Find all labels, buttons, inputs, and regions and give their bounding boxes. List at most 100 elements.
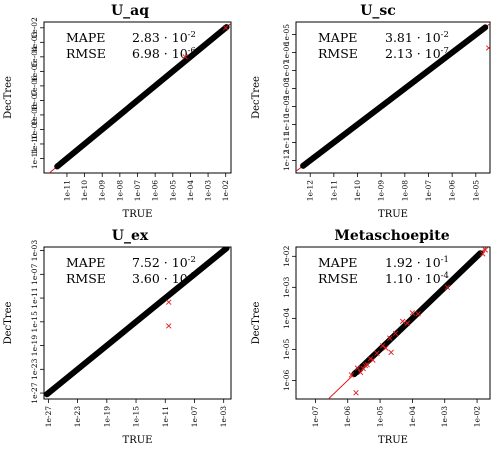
outlier-point bbox=[392, 330, 399, 337]
y-tick-label: 1e-08 bbox=[282, 78, 291, 100]
y-tick-label: 1e-06 bbox=[282, 42, 291, 64]
metric-value-mape: 1.92 · 10-1 bbox=[385, 255, 449, 270]
x-tick-label: 1e-27 bbox=[44, 406, 53, 428]
x-tick-label: 1e-08 bbox=[115, 180, 124, 202]
y-tick-label: 1e-03 bbox=[30, 240, 39, 262]
y-tick-label: 1e-08 bbox=[30, 104, 39, 126]
y-tick-label: 1e-07 bbox=[30, 90, 39, 112]
panel-title: U_sc bbox=[360, 3, 396, 19]
x-tick-label: 1e-07 bbox=[424, 180, 433, 202]
plot-area bbox=[327, 247, 489, 399]
x-tick-label: 1e-07 bbox=[311, 406, 320, 428]
y-tick-label: 1e-19 bbox=[30, 335, 39, 357]
x-tick-label: 1e-11 bbox=[62, 180, 71, 201]
metrics: MAPE 3.81 · 10-2 RMSE 2.13 · 10-7 bbox=[318, 30, 449, 61]
data-marks: 1e-11 1e-10 1e-09 1e-08 1e-07 1e-06 1e-05 1e-04… bbox=[30, 17, 231, 202]
x-tick-label: 1e-10 bbox=[80, 180, 89, 202]
plot-frame bbox=[295, 21, 491, 174]
outlier-point bbox=[364, 361, 370, 368]
outlier-point bbox=[485, 45, 490, 51]
y-axis-label: DecTree bbox=[3, 302, 14, 345]
x-tick-label: 1e-07 bbox=[133, 180, 142, 202]
x-tick-label: 1e-07 bbox=[190, 406, 199, 428]
outlier-point bbox=[370, 357, 376, 363]
y-tick-label: 1e-06 bbox=[30, 75, 39, 97]
outlier-point bbox=[415, 311, 421, 317]
metric-label-rmse: RMSE bbox=[66, 46, 106, 61]
x-axis-label: TRUE bbox=[378, 209, 408, 220]
y-tick-label: 1e-02 bbox=[30, 17, 39, 39]
x-tick-label: 1e-04 bbox=[186, 180, 195, 202]
plot-frame bbox=[295, 246, 491, 400]
outlier-point bbox=[409, 310, 416, 316]
y-tick-label: 1e-09 bbox=[30, 119, 39, 141]
x-tick-label: 1e-05 bbox=[471, 180, 480, 202]
metric-label-rmse: RMSE bbox=[318, 46, 358, 61]
y-tick-label: 1e-04 bbox=[282, 307, 291, 329]
panel-title: U_aq bbox=[111, 3, 149, 19]
panel-u-aq: U_aq MAPE 2.83 · 10-2 RMSE 6.98 · 10-6 1… bbox=[3, 3, 232, 220]
outlier-point bbox=[367, 355, 374, 362]
outlier-point bbox=[444, 284, 451, 291]
outlier-point bbox=[353, 390, 359, 396]
x-tick-label: 1e-08 bbox=[400, 180, 409, 202]
x-tick-label: 1e-06 bbox=[151, 180, 160, 202]
y-tick-label: 1e-03 bbox=[282, 276, 291, 298]
outlier-point bbox=[354, 365, 361, 371]
prediction-points bbox=[44, 247, 230, 398]
y-axis-label: DecTree bbox=[3, 76, 14, 119]
y-tick-label: 1e-05 bbox=[30, 60, 39, 82]
outlier-point bbox=[482, 247, 489, 253]
y-tick-label: 1e-07 bbox=[30, 263, 39, 285]
y-tick-label: 1e-03 bbox=[30, 31, 39, 53]
y-tick-label: 1e-23 bbox=[30, 358, 39, 380]
y-tick-label: 1e-02 bbox=[282, 245, 291, 267]
panel-title: U_ex bbox=[112, 228, 149, 244]
panel-u-sc: U_sc MAPE 3.81 · 10-2 RMSE 2.13 · 10-7 1… bbox=[251, 3, 491, 220]
y-tick-label: 1e-04 bbox=[30, 46, 39, 68]
x-tick-label: 1e-05 bbox=[168, 180, 177, 202]
outlier-point bbox=[404, 320, 411, 326]
x-tick-label: 1e-02 bbox=[473, 406, 482, 428]
outlier-point bbox=[383, 345, 389, 351]
data-marks: 1e-12 1e-11 1e-10 1e-09 1e-08 1e-07 1e-06 1e-05… bbox=[282, 23, 490, 202]
metric-value-rmse: 1.10 · 10-4 bbox=[385, 271, 449, 286]
x-axis-label: TRUE bbox=[378, 435, 408, 446]
metric-label-mape: MAPE bbox=[66, 255, 105, 270]
metric-value-rmse: 6.98 · 10-6 bbox=[132, 46, 196, 61]
y-tick-label: 1e-06 bbox=[282, 370, 291, 392]
x-tick-label: 1e-06 bbox=[343, 406, 352, 428]
x-tick-label: 1e-11 bbox=[161, 406, 170, 427]
x-tick-label: 1e-05 bbox=[376, 406, 385, 428]
outlier-point bbox=[166, 323, 172, 329]
x-tick-label: 1e-03 bbox=[440, 406, 449, 428]
metric-value-rmse: 2.13 · 10-7 bbox=[385, 46, 449, 61]
outlier-point bbox=[388, 349, 394, 356]
x-tick-label: 1e-11 bbox=[329, 180, 338, 201]
y-tick-label: 1e-09 bbox=[282, 96, 291, 118]
metric-value-mape: 3.81 · 10-2 bbox=[385, 30, 449, 45]
x-tick-label: 1e-09 bbox=[377, 180, 386, 202]
metric-label-rmse: RMSE bbox=[66, 271, 106, 286]
data-marks: 1e-07 1e-06 1e-05 1e-04 1e-03 1e-02 1e-06 1e-05… bbox=[282, 245, 489, 428]
x-tick-label: 1e-04 bbox=[408, 406, 417, 428]
prediction-points bbox=[300, 24, 489, 169]
x-tick-label: 1e-10 bbox=[353, 180, 362, 202]
metric-label-mape: MAPE bbox=[66, 30, 105, 45]
x-tick-label: 1e-19 bbox=[102, 406, 111, 428]
outlier-point bbox=[374, 350, 380, 356]
x-tick-label: 1e-06 bbox=[448, 180, 457, 202]
panel-title: Metaschoepite bbox=[334, 228, 449, 244]
y-tick-label: 1e-11 bbox=[30, 148, 39, 169]
outlier-point bbox=[379, 343, 386, 349]
panel-metaschoepite: Metaschoepite MAPE 1.92 · 10-1 RMSE 1.10… bbox=[251, 228, 491, 446]
x-tick-label: 1e-09 bbox=[98, 180, 107, 202]
outlier-point bbox=[399, 318, 406, 325]
y-tick-label: 1e-11 bbox=[282, 132, 291, 153]
outlier-point bbox=[182, 54, 188, 60]
metrics: MAPE 1.92 · 10-1 RMSE 1.10 · 10-4 bbox=[318, 255, 449, 286]
prediction-points bbox=[54, 24, 230, 170]
metric-value-mape: 7.52 · 10-2 bbox=[132, 255, 196, 270]
panel-u-ex: U_ex MAPE 7.52 · 10-2 RMSE 3.60 · 10-8 1… bbox=[3, 228, 232, 446]
